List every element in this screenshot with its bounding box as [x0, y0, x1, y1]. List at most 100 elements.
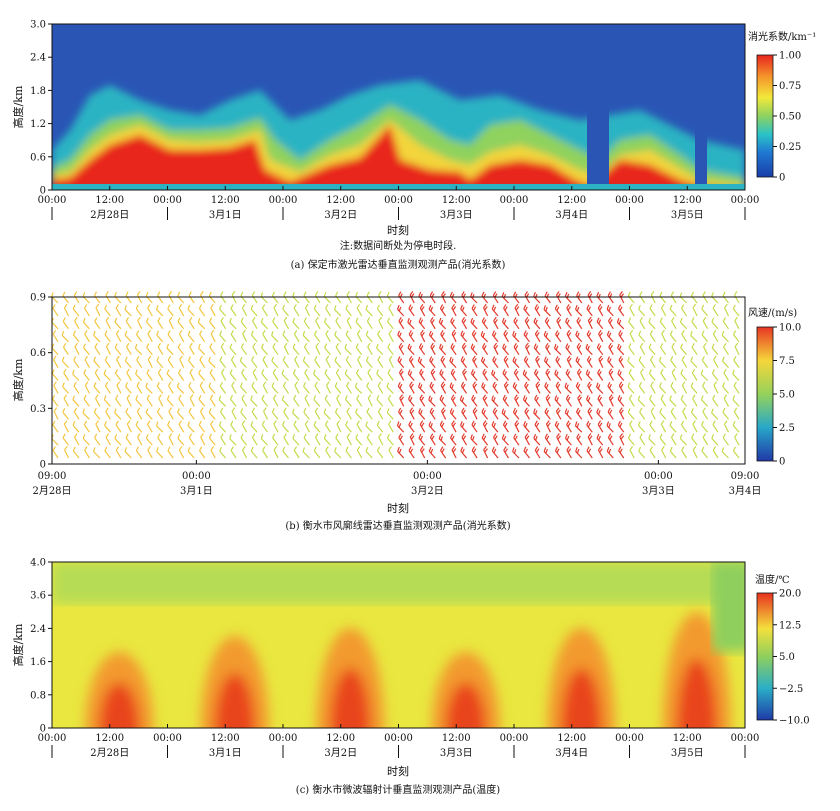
panel-b-frame [51, 296, 746, 465]
wind-barb [94, 433, 101, 446]
wind-barb [388, 355, 394, 368]
panel-b-xlabel: 时刻 [387, 501, 409, 515]
wind-barb [596, 408, 604, 420]
wind-barb [438, 317, 447, 330]
wind-barb [52, 446, 59, 459]
wind-barb [293, 394, 300, 407]
wind-barb [534, 304, 541, 317]
panel-c-ytick-label: 2.4 [30, 624, 46, 635]
wind-barb [438, 434, 447, 446]
wind-barb [617, 394, 625, 407]
wind-barb [334, 447, 342, 459]
wind-barb [544, 433, 551, 446]
wind-barb [272, 317, 279, 330]
wind-barb [323, 408, 331, 420]
wind-barb [63, 394, 70, 407]
wind-barb [681, 381, 688, 394]
wind-barb [523, 446, 530, 459]
wind-barb [514, 303, 520, 317]
wind-barb [619, 407, 625, 420]
wind-barb [251, 381, 258, 394]
panel-c-xtick-label: 12:00 [673, 733, 702, 744]
wind-barb [345, 420, 352, 433]
panel-c-xtick-label: 12:00 [442, 733, 471, 744]
wind-barb [304, 420, 310, 433]
wind-barb [302, 330, 310, 343]
wind-barb [334, 382, 342, 394]
wind-barb [639, 316, 646, 330]
wind-barb [177, 433, 185, 446]
wind-barb [618, 355, 625, 368]
panel-a-plot [52, 24, 745, 190]
wind-barb [199, 355, 206, 368]
panel-b-xtick-date: 3月1日 [180, 485, 213, 497]
wind-barb [701, 304, 709, 317]
wind-barb [555, 407, 562, 420]
panel-c-hot-core [214, 672, 255, 728]
wind-barb [459, 395, 468, 407]
wind-barb [430, 368, 436, 381]
wind-barb [649, 330, 656, 343]
panel-a-xtick-label: 12:00 [95, 195, 124, 206]
wind-barb [669, 330, 677, 343]
wind-barb [187, 304, 195, 317]
panel-a-caption: (a) 保定市激光雷达垂直监测观测产品(消光系数) [291, 258, 506, 271]
wind-barb [220, 368, 227, 381]
wind-barb [167, 446, 174, 459]
panel-c-upper-cool [52, 562, 745, 604]
wind-barb [649, 446, 656, 459]
wind-barb [83, 343, 90, 356]
wind-barb [502, 394, 509, 407]
wind-barb [94, 342, 101, 356]
wind-barb [628, 394, 635, 407]
wind-barb [114, 343, 122, 356]
wind-barb [157, 368, 164, 381]
wind-barb [208, 382, 216, 394]
wind-barb [483, 445, 489, 459]
wind-barb [501, 317, 509, 330]
wind-barb [124, 330, 132, 343]
wind-barb [325, 446, 331, 459]
wind-barb [252, 342, 258, 355]
wind-barb [293, 420, 300, 433]
wind-barb [315, 433, 321, 446]
wind-barb [61, 356, 69, 369]
wind-barb [627, 356, 635, 369]
wind-barb [512, 447, 520, 459]
wind-barb [628, 343, 635, 356]
wind-barb [430, 342, 436, 355]
wind-barb [367, 368, 373, 381]
wind-barb [335, 317, 342, 330]
wind-barb [105, 342, 111, 355]
wind-barb [386, 408, 394, 420]
wind-barb [638, 330, 646, 343]
wind-barb [61, 331, 69, 343]
wind-barb [491, 330, 499, 343]
wind-barb [659, 317, 667, 330]
wind-barb [242, 329, 248, 343]
wind-barb [586, 446, 593, 459]
wind-barb [399, 394, 405, 407]
panel-c-date-label: 2月28日 [90, 747, 129, 759]
wind-barb [262, 381, 269, 394]
wind-barb [388, 420, 394, 433]
wind-barb [472, 355, 478, 368]
wind-barb [691, 343, 698, 356]
wind-barb [62, 433, 69, 446]
panel-c-xtick-label: 00:00 [269, 733, 298, 744]
panel-b-ytick-label: 0.9 [30, 293, 46, 304]
panel-b-wind-barbs [51, 290, 740, 459]
wind-barb [659, 382, 667, 394]
wind-barb [260, 434, 268, 446]
panel-c-xtick-label: 12:00 [95, 733, 124, 744]
wind-barb [166, 343, 174, 356]
wind-barb [52, 420, 59, 433]
wind-barb [545, 368, 551, 381]
panel-b-ylabel: 高度/km [11, 358, 25, 401]
wind-barb [283, 433, 290, 446]
panel-b-xtick-date: 3月3日 [642, 485, 675, 497]
wind-barb [125, 382, 132, 394]
wind-barb [365, 356, 373, 368]
wind-barb [660, 394, 667, 407]
